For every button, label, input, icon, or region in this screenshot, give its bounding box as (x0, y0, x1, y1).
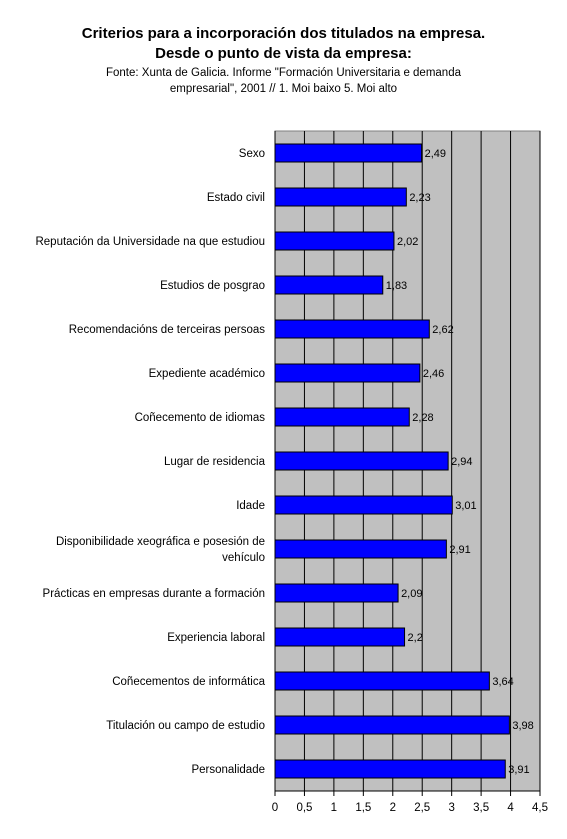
data-label: 3,98 (512, 720, 533, 732)
data-label: 3,01 (455, 500, 476, 512)
data-label: 1,83 (386, 280, 407, 292)
category-label: Titulación ou campo de estudio (106, 720, 265, 732)
chart-title: Criterios para a incorporación dos titul… (81, 25, 486, 42)
x-tick-label: 1 (331, 802, 337, 814)
data-label: 2,02 (397, 236, 418, 248)
category-label: Estado civil (207, 192, 265, 204)
data-label: 2,23 (409, 192, 430, 204)
category-label: Coñecementos de informática (112, 676, 265, 688)
x-tick-label: 2 (390, 802, 396, 814)
x-tick-label: 3,5 (473, 802, 489, 814)
x-tick-label: 4 (507, 802, 514, 814)
category-label: Reputación da Universidade na que estudi… (35, 236, 265, 248)
category-label: Estudios de posgrao (160, 280, 265, 292)
data-label: 2,62 (432, 324, 453, 336)
bar (274, 583, 399, 603)
bar (274, 275, 384, 295)
x-tick-label: 4,5 (532, 802, 548, 814)
bar (274, 715, 510, 735)
data-label: 2,94 (451, 456, 472, 468)
bar (274, 187, 407, 207)
bar (274, 759, 506, 779)
chart-subtitle: Desde o punto de vista da empresa: (155, 45, 412, 62)
bar (274, 407, 410, 427)
bar (274, 143, 423, 163)
category-label: Recomendacións de terceiras persoas (69, 324, 265, 336)
x-tick-label: 0 (272, 802, 278, 814)
data-label: 3,64 (492, 676, 513, 688)
x-tick-label: 2,5 (414, 802, 430, 814)
category-label: Personalidade (191, 764, 265, 776)
category-label: Expediente académico (149, 368, 265, 380)
bar (274, 627, 406, 647)
x-tick-label: 0,5 (296, 802, 312, 814)
data-label: 2,46 (423, 368, 444, 380)
x-tick-label: 1,5 (355, 802, 371, 814)
category-label: Idade (236, 500, 265, 512)
data-label: 2,09 (401, 588, 422, 600)
category-label: Disponibilidade xeográfica e posesión de (56, 536, 265, 548)
bar (274, 319, 430, 339)
bar (274, 363, 421, 383)
chart-source-line-2: empresarial", 2001 // 1. Moi baixo 5. Mo… (169, 83, 398, 95)
bar (274, 231, 395, 251)
bar (274, 495, 453, 515)
data-label: 2,2 (408, 632, 423, 644)
bar (274, 671, 490, 691)
category-label: Experiencia laboral (167, 632, 265, 644)
chart-source-line-1: Fonte: Xunta de Galicia. Informe "Formac… (105, 67, 461, 79)
bar (274, 539, 447, 559)
x-tick-label: 3 (448, 802, 454, 814)
category-label: vehículo (222, 552, 265, 564)
data-label: 2,49 (425, 148, 446, 160)
data-label: 2,91 (449, 544, 470, 556)
category-label: Sexo (239, 148, 265, 160)
category-label: Prácticas en empresas durante a formació… (43, 588, 265, 600)
category-label: Coñecemento de idiomas (135, 412, 266, 424)
data-label: 2,28 (412, 412, 433, 424)
bar (274, 451, 449, 471)
data-label: 3,91 (508, 764, 529, 776)
category-label: Lugar de residencia (164, 456, 266, 468)
